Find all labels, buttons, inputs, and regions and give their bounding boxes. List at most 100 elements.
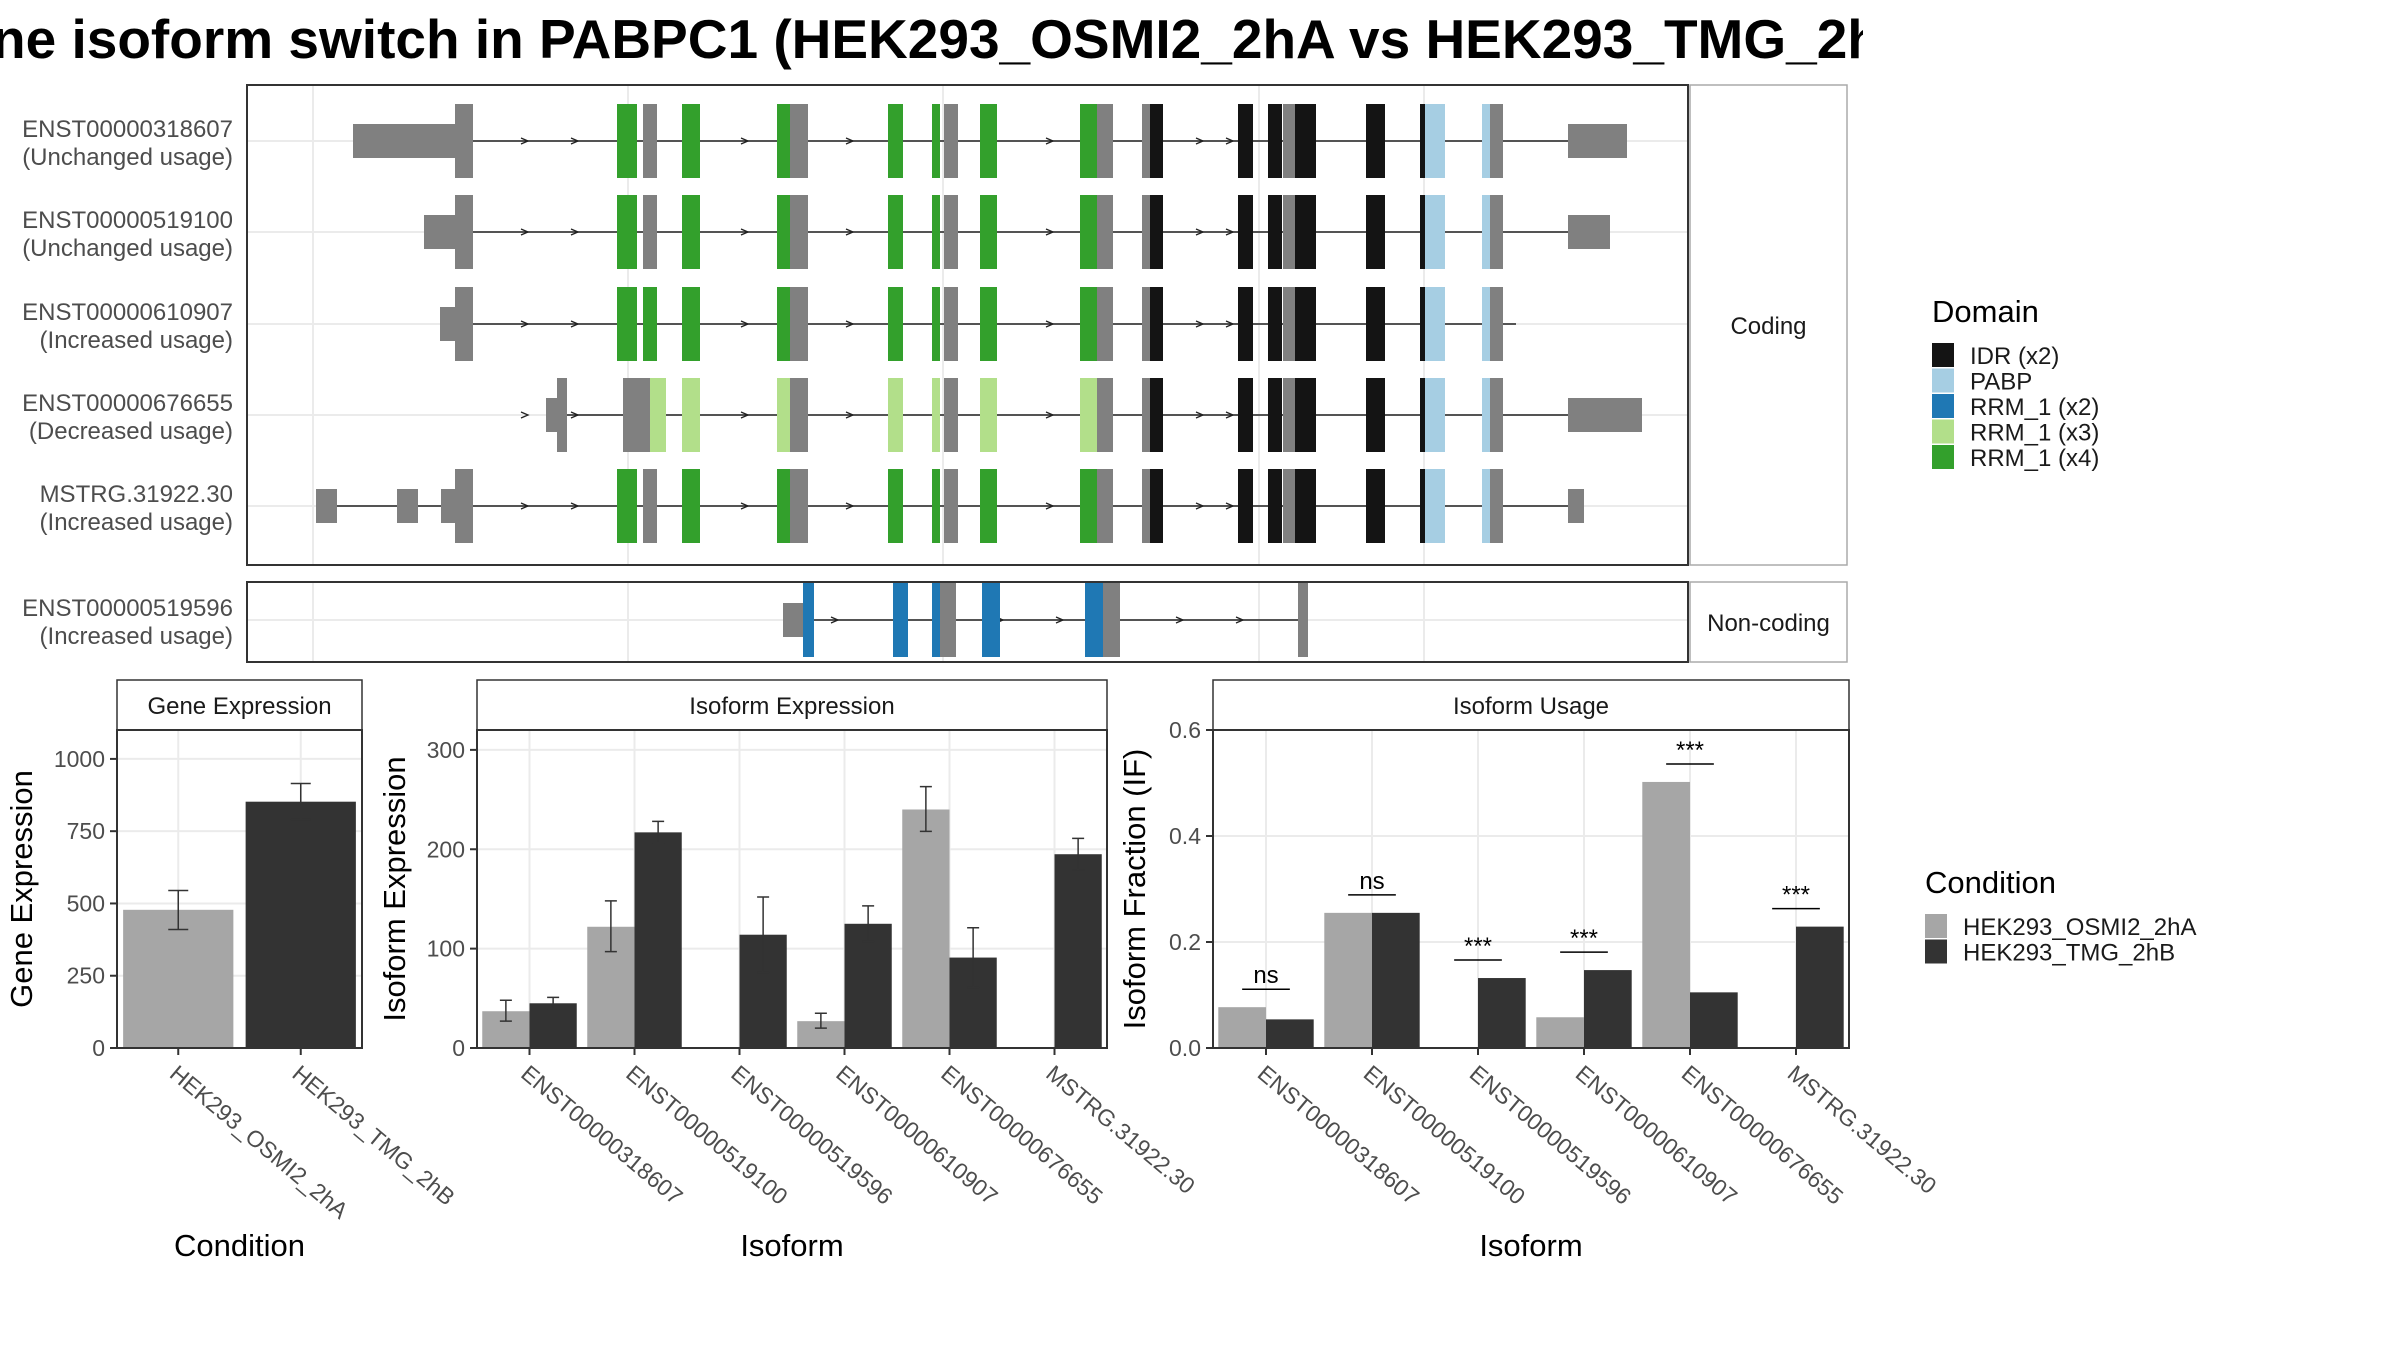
data-bar xyxy=(1478,978,1526,1048)
transcript-usage-label: (Increased usage) xyxy=(40,623,233,650)
domain-exon xyxy=(1150,378,1163,452)
data-bar xyxy=(1642,781,1690,1048)
domain-exon xyxy=(455,287,473,361)
domain-exon xyxy=(682,195,700,269)
domain-exon xyxy=(1150,104,1163,178)
domain-exon xyxy=(1150,195,1163,269)
domain-exon xyxy=(1295,287,1316,361)
panel-border xyxy=(1212,729,1850,1049)
domain-exon xyxy=(643,195,657,269)
y-axis-title: Isoform Expression xyxy=(377,756,412,1021)
domain-exon xyxy=(932,378,940,452)
domain-exon xyxy=(980,378,997,452)
domain-exon xyxy=(1268,104,1282,178)
transcript-usage-label: (Unchanged usage) xyxy=(22,235,233,262)
domain-exon xyxy=(1366,104,1385,178)
transcript-id-label: ENST00000519100 xyxy=(22,207,233,234)
y-tick-label: 200 xyxy=(427,836,465,862)
strip-label-noncoding: Non-coding xyxy=(1707,610,1830,637)
domain-exon xyxy=(893,583,908,657)
domain-exon xyxy=(1295,378,1316,452)
domain-exon xyxy=(1142,104,1150,178)
domain-exon xyxy=(1482,378,1490,452)
error-bar xyxy=(919,785,932,833)
domain-exon xyxy=(1295,469,1316,543)
transcript-id-label: MSTRG.31922.30 xyxy=(40,481,233,508)
domain-exon xyxy=(1268,469,1282,543)
transcript-usage-label: (Increased usage) xyxy=(40,327,233,354)
domain-exon xyxy=(617,469,637,543)
strand-arrow xyxy=(1055,616,1065,624)
strand-arrow xyxy=(740,137,750,145)
domain-exon xyxy=(980,287,997,361)
domain-exon xyxy=(1482,104,1490,178)
domain-exon xyxy=(1268,195,1282,269)
panel-strip xyxy=(1212,679,1850,731)
domain-exon xyxy=(888,104,903,178)
domain-exon xyxy=(682,378,700,452)
domain-exon xyxy=(1366,287,1385,361)
structure-panel-border xyxy=(246,581,1689,663)
domain-exon xyxy=(1080,287,1097,361)
legend-swatch xyxy=(1932,343,1954,367)
utr-exon xyxy=(623,378,650,452)
domain-exon xyxy=(1298,583,1308,657)
domain-exon xyxy=(1295,195,1316,269)
strip-label-coding: Coding xyxy=(1730,313,1806,340)
x-axis-title: Isoform xyxy=(740,1228,843,1263)
gene-structure-panel: Coding Non-coding ENST00000318607 (Unchange… xyxy=(22,84,1848,663)
utr-exon xyxy=(353,124,455,158)
domain-exon xyxy=(790,104,808,178)
transcript-id-label: ENST00000318607 xyxy=(22,116,233,143)
y-tick-label: 0.4 xyxy=(1169,823,1201,849)
panel-title: Gene Expression xyxy=(147,693,331,720)
domain-exon xyxy=(1425,378,1445,452)
strand-arrow xyxy=(570,320,580,328)
domain-exon xyxy=(803,583,814,657)
y-tick-label: 750 xyxy=(67,818,105,844)
y-tick-label: 0 xyxy=(92,1035,105,1061)
significance-label: *** xyxy=(1676,737,1704,764)
domain-exon xyxy=(944,287,958,361)
domain-exon xyxy=(944,469,958,543)
domain-exon xyxy=(888,378,903,452)
domain-exon xyxy=(1425,104,1445,178)
utr-exon xyxy=(557,378,567,452)
domain-exon xyxy=(643,469,657,543)
domain-exon xyxy=(1366,469,1385,543)
domain-exon xyxy=(1142,195,1150,269)
y-tick-label: 300 xyxy=(427,737,465,763)
domain-exon xyxy=(1283,469,1295,543)
domain-exon xyxy=(940,583,956,657)
strip-coding xyxy=(1689,84,1848,566)
strand-arrow xyxy=(1045,228,1055,236)
domain-exon xyxy=(1425,469,1445,543)
chart-title: ne isoform switch in PABPC1 (HEK293_OSMI… xyxy=(0,8,1921,70)
domain-exon xyxy=(1268,378,1282,452)
legend-title: Domain xyxy=(1932,294,2039,329)
legend-label: HEK293_TMG_2hB xyxy=(1963,940,2175,967)
domain-exon xyxy=(932,195,940,269)
strand-arrow xyxy=(520,411,530,419)
domain-exon xyxy=(777,378,790,452)
y-tick-label: 1000 xyxy=(54,746,105,772)
strip-noncoding xyxy=(1689,581,1848,663)
domain-exon xyxy=(1103,583,1120,657)
panel-strip xyxy=(116,679,363,731)
y-axis-title: Gene Expression xyxy=(4,770,39,1008)
legend-label: IDR (x2) xyxy=(1970,343,2059,370)
domain-exon xyxy=(1283,104,1295,178)
error-bar xyxy=(862,905,875,943)
utr-exon xyxy=(1568,489,1584,523)
domain-exon xyxy=(1150,469,1163,543)
data-bar xyxy=(634,832,682,1048)
domain-exon xyxy=(1420,104,1425,178)
data-bar xyxy=(1584,970,1632,1048)
domain-exon xyxy=(643,287,657,361)
strand-arrow xyxy=(1225,502,1235,510)
data-bar xyxy=(1796,926,1844,1048)
domain-exon xyxy=(1366,378,1385,452)
domain-exon xyxy=(777,287,790,361)
